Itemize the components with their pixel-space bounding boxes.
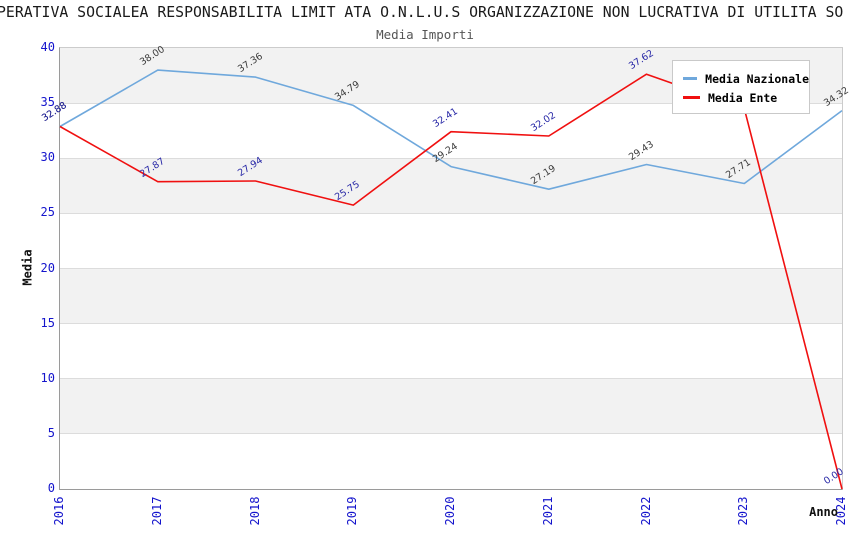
x-tick-label: 2019: [345, 496, 360, 526]
x-tick-label: 2021: [540, 496, 555, 526]
gridline: [60, 102, 842, 104]
gridline: [60, 212, 842, 214]
x-tick-label: 2023: [736, 496, 751, 526]
plot-band: [60, 268, 842, 324]
y-tick-label: 35: [40, 95, 55, 110]
legend-swatch-media-ente: [683, 96, 700, 99]
legend-item-media-nazionale: Media Nazionale: [683, 69, 809, 88]
gridline: [60, 268, 842, 269]
plot-band: [60, 433, 842, 489]
y-tick-label: 10: [40, 370, 55, 385]
x-tick-label: 2020: [443, 496, 457, 526]
y-tick-label: 20: [40, 260, 55, 275]
chart-subtitle: Media Importi: [376, 27, 474, 42]
y-tick-label: 15: [40, 315, 55, 330]
x-tick-label: 2017: [149, 496, 164, 526]
x-tick-label: 2022: [638, 496, 653, 526]
y-tick-label: 40: [40, 40, 55, 54]
gridline: [60, 433, 842, 435]
plot-band: [60, 213, 842, 269]
gridline: [60, 157, 842, 159]
series-line-media-nazionale: [59, 69, 843, 190]
plot-band: [60, 158, 842, 214]
x-tick-label: 2016: [52, 496, 66, 526]
series-line-media-ente: [59, 73, 843, 490]
gridline: [60, 378, 842, 380]
y-tick-label: 30: [40, 150, 55, 165]
y-tick-label: 0: [47, 481, 55, 495]
legend-label: Media Ente: [708, 90, 778, 105]
plot-area: 32.88 38.00 37.36 34.79 29.24 27.19 29.43 27.71…: [40, 44, 850, 490]
plot-band: [60, 323, 842, 379]
legend-swatch-media-nazionale: [683, 77, 698, 80]
legend-label: Media Nazionale: [705, 71, 809, 86]
legend-item-media-ente: Media Ente: [683, 88, 809, 107]
plot-band: [60, 378, 842, 434]
chart-title: PERATIVA SOCIALEA RESPONSABILITA LIMIT A…: [0, 4, 844, 21]
y-tick-label: 5: [47, 425, 55, 440]
y-tick-label: 25: [40, 205, 55, 220]
gridline: [60, 323, 842, 325]
x-tick-label: 2018: [247, 496, 262, 526]
x-axis-label: Anno: [809, 505, 838, 519]
legend: Media Nazionale Media Ente: [672, 60, 810, 114]
y-axis-label: Media: [20, 249, 35, 286]
